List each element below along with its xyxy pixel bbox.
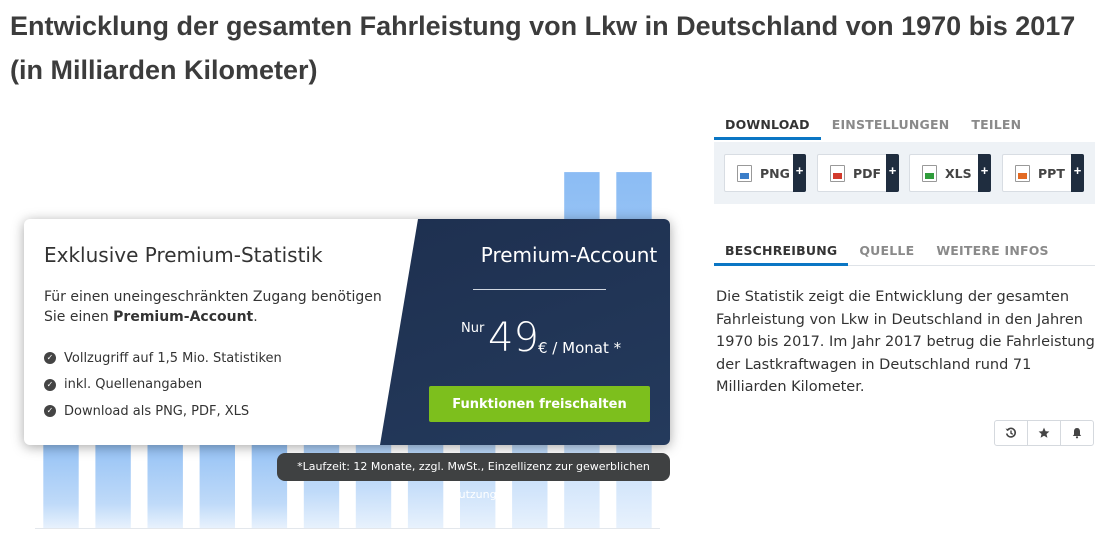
download-label: PNG [760, 165, 790, 181]
price-prefix: Nur [461, 321, 485, 336]
png-file-icon [737, 164, 752, 182]
premium-card: Exklusive Premium-Statistik Für einen un… [24, 219, 670, 445]
download-label: PDF [853, 165, 882, 181]
feature-label: Download als PNG, PDF, XLS [64, 403, 250, 419]
download-label: PPT [1038, 165, 1065, 181]
feature-item: ✓ Vollzugriff auf 1,5 Mio. Statistiken [44, 345, 282, 372]
check-icon: ✓ [44, 378, 56, 391]
plus-icon[interactable]: + [793, 154, 806, 192]
info-tab-bar: BESCHREIBUNG QUELLE WEITERE INFOS [714, 237, 1095, 266]
download-ppt-button[interactable]: PPT + [1002, 154, 1084, 192]
download-xls-button[interactable]: XLS + [909, 154, 991, 192]
feature-label: Vollzugriff auf 1,5 Mio. Statistiken [64, 350, 282, 366]
action-icons [994, 420, 1094, 446]
unlock-features-button[interactable]: Funktionen freischalten [429, 386, 650, 422]
tab-share[interactable]: TEILEN [971, 117, 1022, 132]
duration-tooltip: *Laufzeit: 12 Monate, zzgl. MwSt., Einze… [277, 453, 670, 501]
chart-bar [43, 430, 79, 528]
premium-description: Für einen uneingeschränkten Zugang benöt… [44, 287, 384, 327]
premium-description-suffix: . [253, 309, 258, 325]
ppt-file-icon [1015, 164, 1030, 182]
page-title: Entwicklung der gesamten Fahrleistung vo… [10, 11, 1076, 85]
plus-icon[interactable]: + [978, 154, 991, 192]
tab-source[interactable]: QUELLE [859, 243, 915, 258]
tab-download[interactable]: DOWNLOAD [714, 111, 821, 140]
download-label: XLS [945, 165, 972, 181]
check-icon: ✓ [44, 405, 56, 418]
chart-bar [95, 430, 131, 528]
feature-item: ✓ Download als PNG, PDF, XLS [44, 398, 282, 425]
premium-description-prefix: Für einen uneingeschränkten Zugang benöt… [44, 289, 382, 325]
feature-item: ✓ inkl. Quellenangaben [44, 372, 282, 399]
bell-icon[interactable] [1060, 420, 1094, 446]
star-icon[interactable] [1027, 420, 1061, 446]
download-box: PNG + PDF + XLS + PPT + [714, 142, 1095, 204]
download-png-button[interactable]: PNG + [724, 154, 806, 192]
plus-icon[interactable]: + [1071, 154, 1084, 192]
chart-bar [199, 430, 235, 528]
premium-statistic-title: Exklusive Premium-Statistik [44, 243, 323, 267]
history-icon[interactable] [994, 420, 1028, 446]
tab-settings[interactable]: EINSTELLUNGEN [831, 117, 950, 132]
download-tab-bar: DOWNLOAD EINSTELLUNGEN TEILEN [714, 111, 1095, 140]
chart-bar [147, 430, 183, 528]
statistic-description: Die Statistik zeigt die Entwicklung der … [716, 289, 1095, 395]
price-unit: € / Monat * [538, 339, 622, 357]
price-value: 49 [488, 315, 539, 361]
xls-file-icon [922, 164, 937, 182]
check-icon: ✓ [44, 352, 56, 365]
tab-more-info[interactable]: WEITERE INFOS [936, 243, 1049, 258]
premium-account-title: Premium-Account [480, 243, 658, 267]
tab-description[interactable]: BESCHREIBUNG [714, 237, 849, 266]
feature-list: ✓ Vollzugriff auf 1,5 Mio. Statistiken ✓ i… [44, 345, 282, 425]
premium-description-bold: Premium-Account [113, 309, 254, 325]
feature-label: inkl. Quellenangaben [64, 377, 203, 393]
download-pdf-button[interactable]: PDF + [817, 154, 899, 192]
premium-divider [473, 289, 606, 290]
pdf-file-icon [830, 164, 845, 182]
plus-icon[interactable]: + [886, 154, 899, 192]
